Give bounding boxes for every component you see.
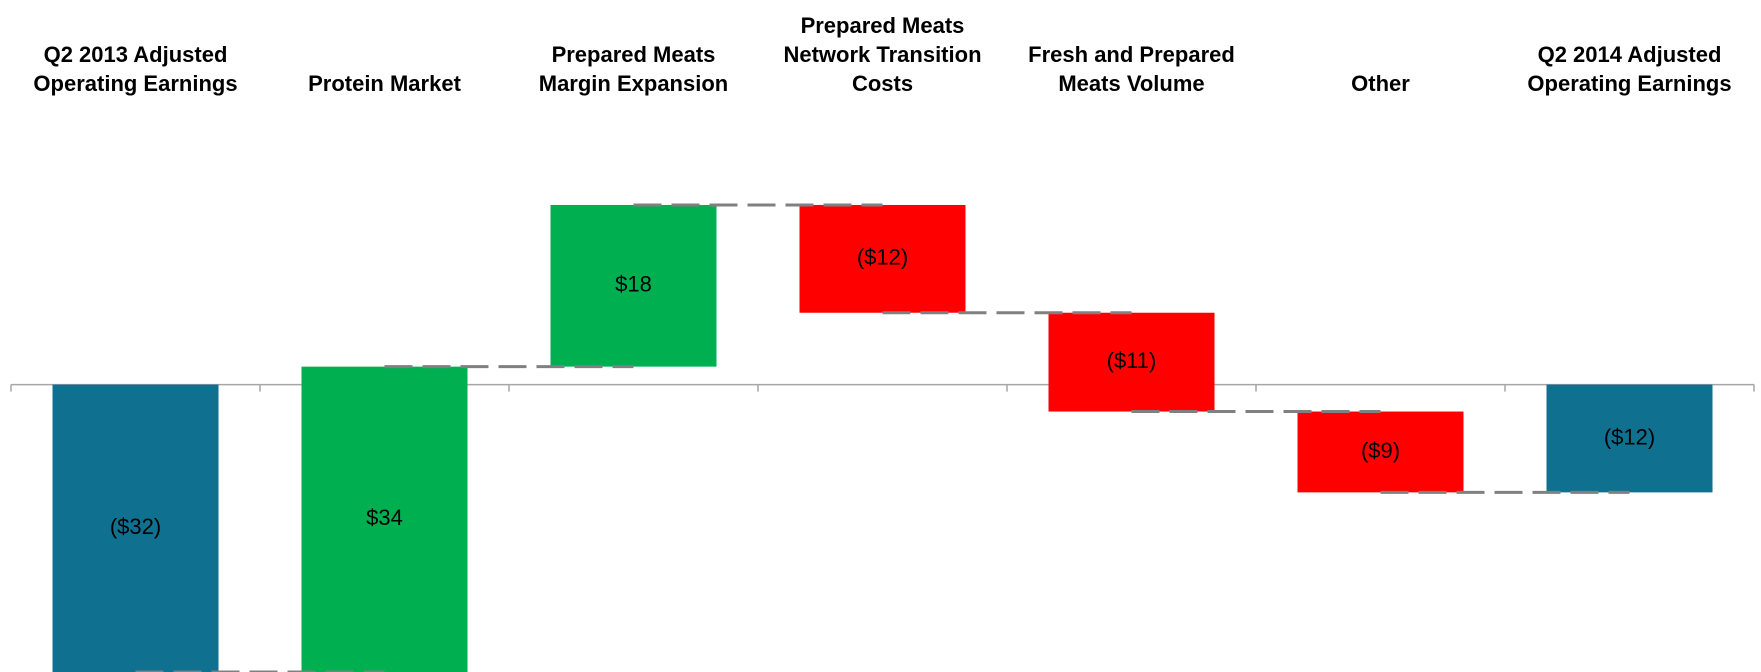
bar: [799, 204, 966, 313]
category-label: Q2 2013 Adjusted Operating Earnings: [33, 42, 238, 96]
category-label: Fresh and Prepared Meats Volume: [1028, 42, 1235, 96]
value-label: ($9): [1361, 438, 1400, 463]
bar: [550, 204, 717, 367]
category-label: Other: [1351, 71, 1410, 96]
category-label: Prepared Meats Network Transition Costs: [783, 13, 982, 96]
bar: [1297, 411, 1464, 493]
category-label: Prepared Meats Margin Expansion: [538, 42, 729, 96]
bar: [301, 366, 468, 672]
value-label: $18: [615, 272, 652, 297]
value-label: $34: [366, 505, 403, 530]
category-label: Protein Market: [308, 71, 461, 96]
value-label: ($32): [110, 514, 161, 539]
value-label: ($11): [1107, 348, 1157, 373]
bar: [1546, 384, 1713, 493]
bar: [52, 384, 219, 672]
bar: [1048, 312, 1215, 412]
value-label: ($12): [1604, 424, 1655, 449]
category-label: Q2 2014 Adjusted Operating Earnings: [1527, 42, 1732, 96]
value-label: ($12): [857, 245, 908, 270]
